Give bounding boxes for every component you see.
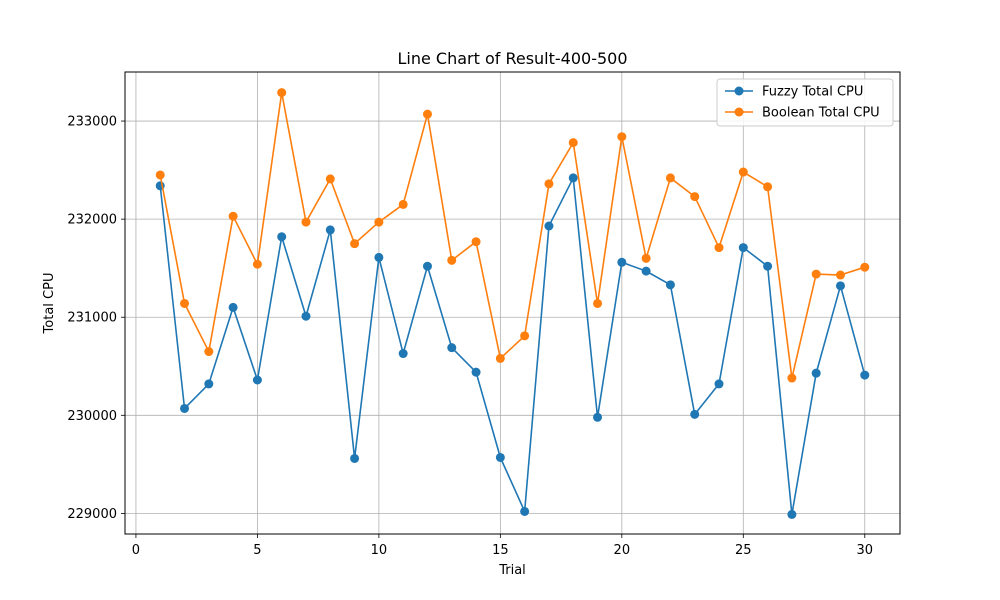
y-tick-label: 230000 <box>67 409 117 424</box>
data-point <box>763 261 773 271</box>
data-point <box>422 109 432 119</box>
data-point <box>277 88 287 98</box>
legend-label: Fuzzy Total CPU <box>762 85 863 100</box>
x-tick-label: 30 <box>856 543 873 558</box>
data-point <box>350 239 360 249</box>
data-point <box>374 217 384 227</box>
data-point <box>155 170 165 180</box>
data-point <box>277 232 287 242</box>
data-point <box>641 266 651 276</box>
grid <box>125 72 900 534</box>
data-point <box>835 281 845 291</box>
data-point <box>398 199 408 209</box>
data-point <box>495 452 505 462</box>
legend-swatch-marker <box>734 107 744 117</box>
data-point <box>374 252 384 262</box>
data-point <box>714 243 724 253</box>
series-layer <box>155 88 870 519</box>
data-point <box>204 379 214 389</box>
data-point <box>398 349 408 359</box>
x-tick-label: 20 <box>614 543 631 558</box>
data-point <box>471 237 481 247</box>
data-point <box>860 370 870 380</box>
data-point <box>495 353 505 363</box>
data-point <box>252 375 262 385</box>
data-point <box>520 331 530 341</box>
chart-title: Line Chart of Result-400-500 <box>397 49 627 68</box>
data-point <box>763 182 773 192</box>
data-point <box>350 453 360 463</box>
y-tick-label: 231000 <box>67 311 117 326</box>
data-point <box>738 243 748 253</box>
legend-item: Fuzzy Total CPU <box>725 85 863 100</box>
data-point <box>593 298 603 308</box>
data-point <box>520 506 530 516</box>
series-line <box>159 91 866 379</box>
data-point <box>568 173 578 183</box>
data-point <box>787 373 797 383</box>
data-point <box>860 262 870 272</box>
data-point <box>665 280 675 290</box>
data-point <box>544 221 554 231</box>
legend-item: Boolean Total CPU <box>725 106 880 121</box>
data-point <box>180 403 190 413</box>
data-point <box>228 302 238 312</box>
data-point <box>204 347 214 357</box>
data-point <box>690 409 700 419</box>
y-tick-label: 229000 <box>67 507 117 522</box>
data-point <box>180 298 190 308</box>
x-tick-label: 10 <box>371 543 388 558</box>
data-point <box>228 211 238 221</box>
series-line <box>159 177 866 516</box>
legend-swatch-marker <box>734 86 744 96</box>
series-boolean <box>155 88 870 383</box>
data-point <box>835 270 845 280</box>
x-tick-label: 25 <box>735 543 752 558</box>
data-point <box>811 269 821 279</box>
data-point <box>617 257 627 267</box>
data-point <box>325 174 335 184</box>
legend: Fuzzy Total CPU Boolean Total CPU <box>716 78 894 127</box>
plot-frame <box>124 71 901 535</box>
y-tick-label: 233000 <box>67 115 117 130</box>
data-point <box>568 138 578 148</box>
axis-ticks: 0 5 10 15 20 25 30 229000 230000 231000 232000 2330… <box>67 115 873 558</box>
data-point <box>447 255 457 265</box>
data-point <box>738 167 748 177</box>
data-point <box>447 343 457 353</box>
data-point <box>593 412 603 422</box>
x-tick-label: 15 <box>492 543 509 558</box>
data-point <box>714 379 724 389</box>
legend-label: Boolean Total CPU <box>762 106 880 121</box>
data-point <box>617 132 627 142</box>
y-tick-label: 232000 <box>67 213 117 228</box>
data-point <box>422 261 432 271</box>
data-point <box>641 253 651 263</box>
data-point <box>301 311 311 321</box>
x-tick-label: 5 <box>253 543 261 558</box>
legend-box <box>716 78 894 127</box>
x-axis-label: Trial <box>498 563 526 578</box>
data-point <box>301 217 311 227</box>
data-point <box>325 225 335 235</box>
data-point <box>690 192 700 202</box>
data-point <box>544 179 554 189</box>
data-point <box>665 173 675 183</box>
data-point <box>252 259 262 269</box>
data-point <box>471 367 481 377</box>
data-point <box>787 509 797 519</box>
data-point <box>811 368 821 378</box>
x-tick-label: 0 <box>132 543 140 558</box>
y-axis-label: Total CPU <box>42 273 57 335</box>
